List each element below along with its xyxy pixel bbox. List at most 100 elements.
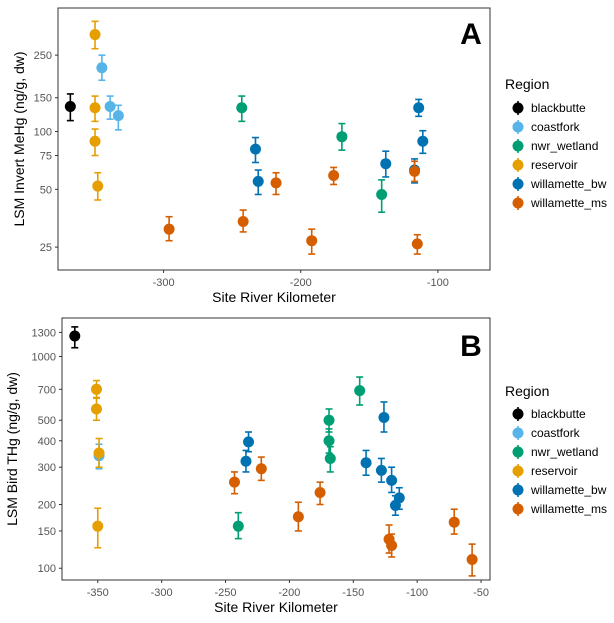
panel-a-legend-item-reservoir: reservoir (512, 158, 578, 172)
panel-b-legend-item-coastfork: coastfork (512, 426, 581, 440)
panel-b-legend-key (512, 445, 524, 459)
panel-a-point-blackbutte (64, 93, 76, 122)
panel-b-point-willamette_bw (243, 431, 255, 453)
panel-a-point-willamette_ms (163, 215, 175, 242)
panel-a-marker (89, 102, 101, 114)
panel-a-legend-item-nwr_wetland: nwr_wetland (512, 139, 598, 153)
panel-b-y-tick-label: 100 (38, 563, 56, 575)
panel-a-x-tick-label: -200 (290, 277, 312, 289)
panel-b-point-willamette_bw (240, 449, 252, 473)
panel-a-marker (236, 102, 248, 114)
panel-b-marker (292, 511, 304, 523)
panel-a: 25 50 75 100 150 250 -300 -200 -100 A Site Rive… (11, 7, 607, 305)
panel-b-legend-key (512, 407, 524, 421)
panel-b-marker (378, 412, 390, 424)
panel-b-point-nwr_wetland (323, 428, 335, 454)
panel-b-plot-area (61, 317, 491, 581)
panel-b-point-willamette_bw (386, 466, 398, 494)
panel-b-marker (255, 463, 267, 475)
panel-a-marker (409, 165, 421, 177)
panel-a-legend-label: willamette_ms (530, 196, 607, 210)
panel-a-marker (376, 188, 388, 200)
panel-b-marker (90, 403, 102, 415)
panel-b-marker (93, 447, 105, 459)
panel-a-y-axis-title: LSM Invert MeHg (ng/g, dw) (11, 51, 27, 226)
panel-b-x-tick-label: -100 (406, 587, 428, 599)
panel-b-marker (448, 516, 460, 528)
panel-a-point-willamette_bw (380, 150, 392, 178)
panel-a-marker (336, 131, 348, 143)
panel-b-x-tick-label: -150 (342, 587, 364, 599)
panel-a-legend-key (512, 158, 524, 172)
panel-b-y-axis-title: LSM Bird THg (ng/g, dw) (4, 372, 20, 526)
panel-b-legend-key (512, 483, 524, 497)
panel-a-point-nwr_wetland (236, 95, 248, 123)
panel-b-x-axis: -350 -300 -250 -200 -150 -100 -50 (87, 580, 489, 599)
panel-a-point-coastfork (104, 95, 116, 120)
panel-b-letter: B (460, 330, 482, 363)
panel-b-marks (69, 326, 478, 577)
panel-a-legend-item-willamette_ms: willamette_ms (512, 196, 607, 210)
panel-a-point-willamette_ms (270, 171, 282, 196)
panel-a-point-reservoir (89, 128, 101, 157)
panel-a-marker (237, 215, 249, 227)
panel-a-y-tick-label: 50 (40, 184, 52, 196)
panel-b-point-nwr_wetland (354, 376, 366, 406)
panel-b-y-tick-label: 1300 (32, 327, 56, 339)
panel-a-legend-item-coastfork: coastfork (512, 120, 581, 134)
panel-b-y-tick-label: 1000 (32, 352, 56, 364)
panel-a-legend-key (512, 101, 524, 115)
panel-b-point-willamette_ms (228, 471, 240, 495)
panel-b-marker (69, 330, 81, 342)
panel-b-marker (466, 553, 478, 565)
panel-a-x-axis-title: Site River Kilometer (212, 289, 336, 305)
panel-a-marker (270, 177, 282, 189)
panel-b-marker (240, 455, 252, 467)
panel-b-point-nwr_wetland (324, 445, 336, 473)
panel-b-point-reservoir (90, 397, 102, 422)
panel-b-legend-item-blackbutte: blackbutte (512, 407, 586, 421)
panel-a-legend-key (512, 120, 524, 134)
panel-a-y-tick-label: 100 (34, 127, 52, 139)
panel-b-marker (243, 436, 255, 448)
panel-b-y-tick-label: 700 (38, 384, 56, 396)
panel-b-marker (232, 520, 244, 532)
panel-b-marker (323, 435, 335, 447)
panel-b-y-axis: 100 150 200 300 400 500 700 1000 1300 (32, 327, 62, 575)
panel-b-point-reservoir (90, 379, 102, 399)
panel-b-legend-label: willamette_ms (530, 502, 607, 516)
panel-a-point-reservoir (92, 171, 104, 201)
panel-b-legend-item-reservoir: reservoir (512, 464, 578, 478)
panel-b-y-tick-label: 300 (38, 462, 56, 474)
panel-a-legend-item-willamette_bw: willamette_bw (512, 177, 607, 191)
panel-b-y-tick-label: 500 (38, 415, 56, 427)
panel-b-point-willamette_bw (393, 486, 405, 511)
panel-a-point-willamette_bw (417, 129, 429, 155)
panel-a-legend: blackbutte coastfork nwr_wetland reservoir w… (512, 101, 607, 210)
panel-b-point-reservoir (92, 507, 104, 549)
panel-a-legend-key (512, 139, 524, 153)
panel-b-legend-label: reservoir (531, 464, 578, 478)
panel-b-marker (228, 476, 240, 488)
panel-a-point-reservoir (89, 95, 101, 123)
panel-b-point-willamette_bw (360, 449, 372, 477)
panel-a-point-willamette_ms (237, 209, 249, 233)
panel-a-y-tick-label: 150 (34, 93, 52, 105)
panel-a-legend-key (512, 196, 524, 210)
panel-a-marks (64, 20, 429, 255)
panel-b-y-tick-label: 400 (38, 436, 56, 448)
panel-a-point-willamette_bw (413, 98, 425, 118)
panel-a-point-nwr_wetland (376, 179, 388, 214)
panel-a-marker (380, 158, 392, 170)
panel-b-marker (314, 486, 326, 498)
panel-b-point-willamette_ms (466, 543, 478, 577)
panel-b-marker (323, 414, 335, 426)
panel-b-point-nwr_wetland (232, 511, 244, 540)
panel-a-marker (252, 175, 264, 187)
panel-b-x-tick-label: -350 (87, 587, 109, 599)
panel-a-y-axis: 25 50 75 100 150 250 (34, 50, 58, 254)
panel-b-x-axis-title: Site River Kilometer (214, 599, 338, 615)
panel-a-point-willamette_ms (409, 160, 421, 183)
panel-b-marker (393, 492, 405, 504)
